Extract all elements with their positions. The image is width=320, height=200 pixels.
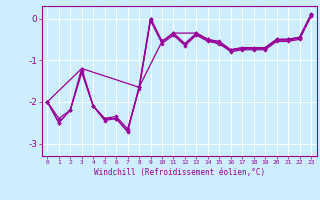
X-axis label: Windchill (Refroidissement éolien,°C): Windchill (Refroidissement éolien,°C) [94,168,265,177]
